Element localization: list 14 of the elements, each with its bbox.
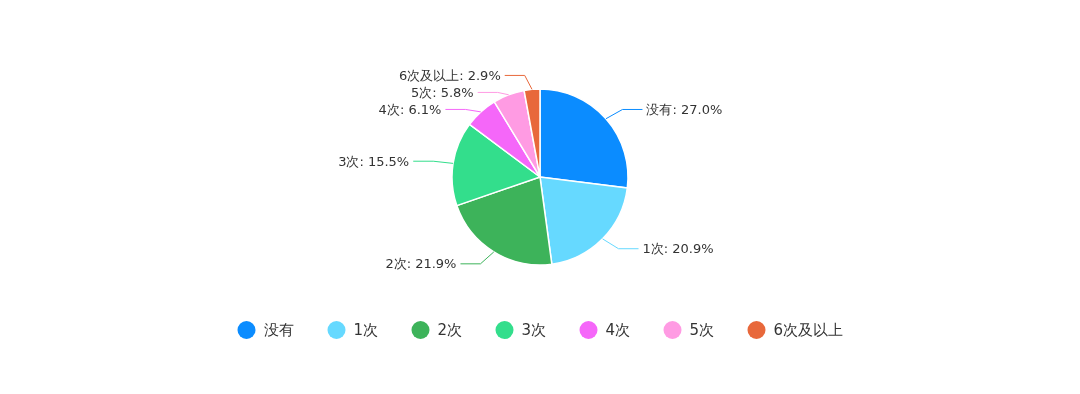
data-label: 4次: 6.1% <box>378 101 442 117</box>
legend-label: 6次及以上 <box>773 321 844 340</box>
legend-label: 3次 <box>521 321 547 340</box>
legend-label: 4次 <box>605 321 631 340</box>
legend-label: 1次 <box>353 321 379 340</box>
legend-label: 2次 <box>437 321 463 340</box>
legend-label: 没有 <box>263 321 294 340</box>
data-label: 2次: 21.9% <box>385 256 457 272</box>
data-label: 3次: 15.5% <box>338 153 410 169</box>
data-label: 1次: 20.9% <box>642 241 714 257</box>
legend-label: 5次 <box>689 321 715 340</box>
data-label: 没有: 27.0% <box>646 102 723 118</box>
data-label: 5次: 5.8% <box>410 84 474 100</box>
data-label: 6次及以上: 2.9% <box>398 67 501 83</box>
